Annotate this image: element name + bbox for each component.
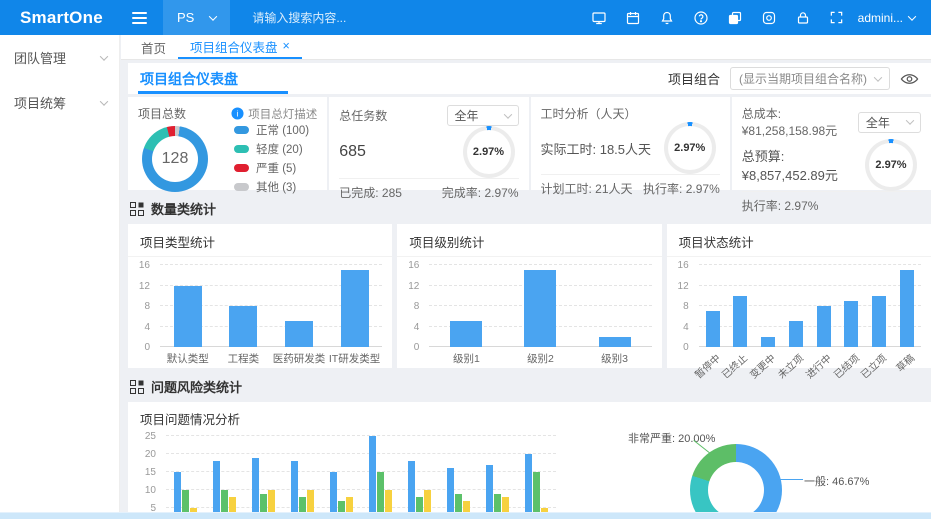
eye-icon[interactable] [900,71,919,87]
legend-swatch [234,183,249,191]
bell-icon[interactable] [659,10,675,26]
sidebar-item-label: 项目统筹 [14,96,67,111]
search-input[interactable] [252,10,403,25]
tasks-total-value: 685 [339,143,366,160]
project-light-legend: 正常 (100) 轻度 (20) 严重 (5) 其他 (3) [234,122,309,195]
risk-card: 项目问题情况分析 0510152025 非常严重: 20.00% 一般: 46.… [128,402,931,519]
stats-row: 项目总数 i 项目总灯描述 128 正常 (100) 轻度 (20) 严重 (5… [128,97,931,213]
sidebar-item-label: 团队管理 [14,51,67,66]
module-select-value: PS [177,10,195,25]
page-content: 项目组合仪表盘 项目组合 (显示当期项目组合名称) 项目总数 i 项目总灯描述 [121,60,931,519]
section-quantity: 数量类统计 [130,199,931,218]
chart-title: 项目类型统计 [128,224,393,257]
sidebar: 团队管理 项目统筹 [0,35,120,512]
card-title: 项目总数 [138,107,187,121]
chart-title: 项目状态统计 [666,224,931,257]
chevron-down-icon [209,11,218,21]
user-name: admini... [857,10,903,25]
top-icon-group [591,10,844,26]
tab-bar: 首页 项目组合仪表盘 × [121,35,931,60]
legend-item: 严重 (5) [234,160,309,176]
fullscreen-icon[interactable] [829,10,844,25]
module-select[interactable]: PS [163,0,231,35]
tasks-rate: 完成率: 2.97% [441,186,519,200]
info-icon: i [231,107,244,120]
period-select[interactable]: 全年 [446,105,519,126]
chevron-down-icon [99,96,109,106]
portfolio-select[interactable]: (显示当期项目组合名称) [730,67,890,90]
project-type-chart: 0 4 8 12 16 默认类型 工程类 医药研发类 IT研发类型 [128,257,392,369]
portfolio-label: 项目组合 [667,72,720,87]
execution-ring: 2.97% [865,139,917,191]
brand-logo: SmartOne [20,7,103,27]
project-light-donut: 128 [142,125,208,192]
legend-item: 轻度 (20) [234,141,309,157]
card-total-tasks: 总任务数 全年 685 2.97% 已完成: 285 完成率: 2.97% [329,97,529,200]
card-cost: 总成本: ¥81,258,158.98元 全年 总预算: ¥8,857,452.… [731,97,931,213]
donut-label-very-severe: 非常严重: 20.00% [628,433,716,445]
total-cost: 总成本: ¥81,258,158.98元 [741,107,838,138]
total-budget: 总预算: ¥8,857,452.89元 [741,149,838,183]
quantity-charts-row: 项目类型统计 0 4 8 12 16 默认类型 工程类 医药研发类 IT研发类型 项目级别统计 … [128,224,931,381]
chart-card-project-status: 项目状态统计 0 4 8 12 16 暂停中 已终止 变更中 未立项 进行中 已结项 已立项 草稿 [666,224,931,381]
chevron-down-icon [503,109,512,119]
callout-line [779,479,803,480]
user-menu[interactable]: admini... [857,10,917,25]
execution-ring: 2.97% [663,122,716,174]
completion-ring: 2.97% [462,126,515,178]
chart-title: 项目级别统计 [397,224,662,257]
page-title: 项目组合仪表盘 [140,70,238,87]
chart-card-project-type: 项目类型统计 0 4 8 12 16 默认类型 工程类 医药研发类 IT研发类型 [128,224,393,369]
planned-worktime: 计划工时: 21人天 [540,182,633,196]
issue-analysis-chart: 0510152025 [134,431,566,519]
main-area: 首页 项目组合仪表盘 × 项目组合仪表盘 项目组合 (显示当期项目组合名称) [121,35,931,519]
tab-home[interactable]: 首页 [141,41,167,56]
chevron-down-icon [905,116,915,125]
donut-center-value: 128 [161,149,189,167]
bottom-strip [0,512,931,519]
legend-item: 其他 (3) [234,179,309,195]
donut-label-normal: 一般: 46.67% [804,476,870,488]
card-project-total: 项目总数 i 项目总灯描述 128 正常 (100) 轻度 (20) 严重 (5… [128,97,328,194]
grid-icon [130,379,144,394]
menu-toggle-icon[interactable] [132,11,147,24]
card-title: 工时分析（人天） [540,107,637,121]
page-header: 项目组合仪表盘 项目组合 (显示当期项目组合名称) [128,63,931,94]
legend-swatch [234,164,249,172]
sidebar-item-team-management[interactable]: 团队管理 [0,35,119,80]
monitor-icon[interactable] [591,10,607,26]
chevron-down-icon [907,11,917,21]
theme-switch-icon[interactable] [727,10,743,26]
legend-swatch [234,126,249,134]
chart-card-project-level: 项目级别统计 0 4 8 12 16 级别1 级别2 级别3 [397,224,662,369]
issue-severity-donut [690,444,782,519]
project-level-chart: 0 4 8 12 16 级别1 级别2 级别3 [397,257,661,369]
legend-item: 正常 (100) [234,122,309,138]
tab-close-icon[interactable]: × [282,39,290,53]
help-icon[interactable] [693,10,709,26]
card-title: 总任务数 [339,109,388,123]
project-light-info-link[interactable]: i 项目总灯描述 [231,106,317,122]
tab-portfolio-dashboard[interactable]: 项目组合仪表盘 × [178,35,302,59]
card-worktime: 工时分析（人天） 实际工时: 18.5人天 2.97% 计划工时: 21人天 执… [530,97,730,196]
cost-rate: 执行率: 2.97% [741,199,819,213]
tasks-done: 已完成: 285 [339,186,402,200]
chevron-down-icon [873,72,883,82]
sidebar-item-project-planning[interactable]: 项目统筹 [0,80,119,125]
grid-icon [130,201,144,216]
chevron-down-icon [99,51,109,61]
project-status-chart: 0 4 8 12 16 暂停中 已终止 变更中 未立项 进行中 已结项 已立项 草稿 [667,257,931,381]
calendar-icon[interactable] [625,10,641,26]
app-icon[interactable] [761,10,777,26]
worktime-rate: 执行率: 2.97% [643,182,720,196]
svg-text:i: i [237,108,239,118]
chart-title: 项目问题情况分析 [140,413,241,427]
actual-worktime: 实际工时: 18.5人天 [540,141,652,157]
period-select[interactable]: 全年 [857,111,921,133]
title-underline [138,91,288,94]
lock-icon[interactable] [795,10,811,26]
section-risk: 问题风险类统计 [130,377,931,396]
top-bar: SmartOne PS admini... [0,0,931,35]
legend-swatch [234,145,249,153]
